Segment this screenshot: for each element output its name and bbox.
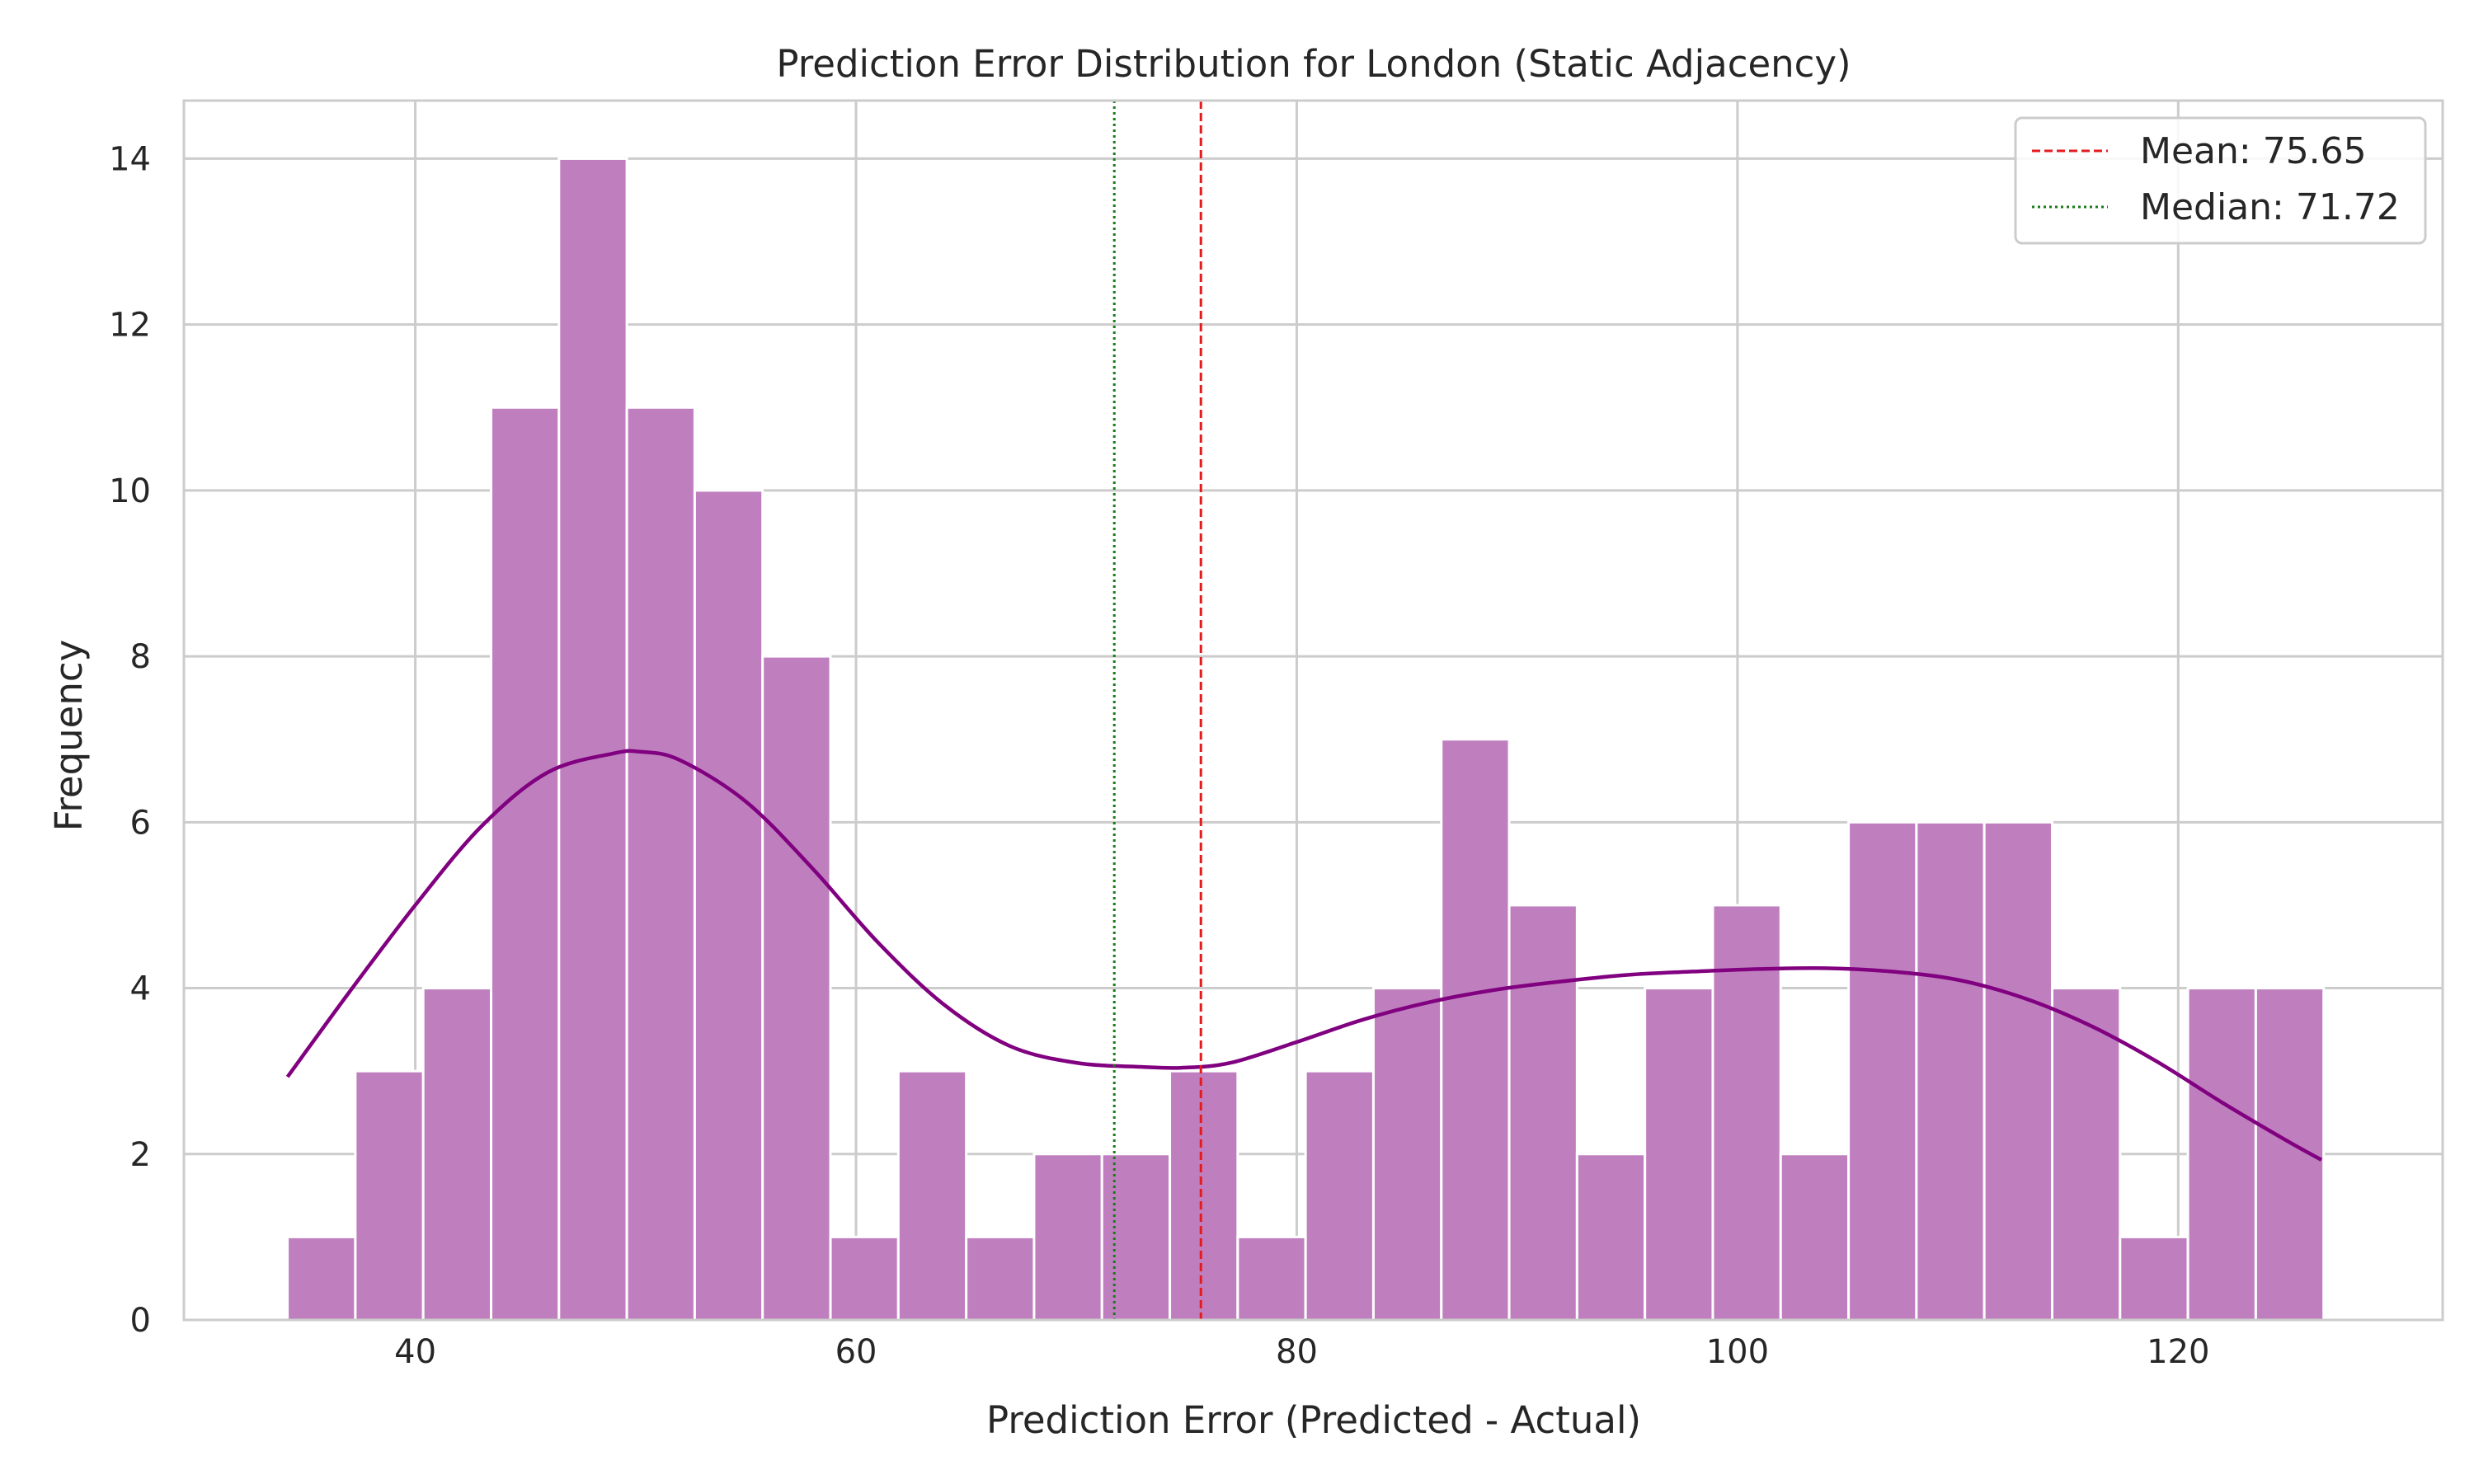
histogram-bar xyxy=(2119,1235,2189,1322)
histogram-bar xyxy=(693,489,764,1322)
tick-labels: 40 60 80 100 120 0 2 4 6 8 10 12 14 xyxy=(109,140,2209,1371)
histogram-bar xyxy=(1779,1153,1851,1322)
kde-curve-group xyxy=(285,749,2323,1162)
plot-frame xyxy=(182,99,2444,1322)
histogram-bar xyxy=(896,1069,968,1322)
histogram-bar xyxy=(1032,1153,1103,1322)
x-tick-label: 100 xyxy=(1706,1333,1769,1371)
y-tick-label: 10 xyxy=(109,472,151,510)
y-tick-label: 8 xyxy=(130,638,151,676)
histogram-bar xyxy=(1847,820,1918,1322)
histogram-bar xyxy=(1236,1235,1307,1322)
histogram-bar xyxy=(1507,904,1578,1322)
histogram-bar xyxy=(761,655,832,1322)
histogram-bar xyxy=(557,157,628,1322)
histogram-bar xyxy=(1304,1069,1375,1322)
legend-mean-label: Mean: 75.65 xyxy=(2140,130,2367,172)
histogram-bar xyxy=(1169,1069,1239,1322)
x-tick-label: 60 xyxy=(835,1333,877,1371)
kde-curve xyxy=(285,749,2323,1162)
histogram-bar xyxy=(1575,1153,1647,1322)
histogram-bar xyxy=(625,406,696,1322)
histogram-bar xyxy=(2050,987,2122,1322)
histogram-bar xyxy=(2186,987,2257,1322)
histogram-bar xyxy=(965,1235,1036,1322)
legend-median-label: Median: 71.72 xyxy=(2140,186,2400,228)
histogram-bar xyxy=(1711,904,1782,1322)
legend-box xyxy=(2014,116,2427,245)
x-axis-label: Prediction Error (Predicted - Actual) xyxy=(986,1398,1641,1442)
y-tick-label: 12 xyxy=(109,307,151,345)
histogram-bar xyxy=(1440,738,1511,1322)
histogram-bar xyxy=(1100,1153,1172,1322)
x-tick-label: 120 xyxy=(2147,1333,2209,1371)
y-tick-label: 4 xyxy=(130,970,151,1008)
y-tick-label: 0 xyxy=(130,1302,151,1340)
histogram-bar xyxy=(1915,820,1986,1322)
y-tick-label: 14 xyxy=(109,140,151,178)
histogram-bar xyxy=(421,987,493,1322)
x-tick-label: 80 xyxy=(1276,1333,1318,1371)
histogram-bar xyxy=(490,406,561,1322)
histogram-bars xyxy=(286,157,2326,1322)
y-axis-label: Frequency xyxy=(47,640,91,831)
reference-lines xyxy=(1112,101,1202,1320)
x-tick-label: 40 xyxy=(394,1333,436,1371)
chart-title: Prediction Error Distribution for London… xyxy=(776,42,1851,86)
histogram-bar xyxy=(1982,820,2053,1322)
histogram-bar xyxy=(286,1235,357,1322)
histogram-bar xyxy=(829,1235,900,1322)
y-tick-label: 2 xyxy=(130,1136,151,1174)
histogram-bar xyxy=(354,1069,425,1322)
y-tick-label: 6 xyxy=(130,804,151,842)
histogram-bar xyxy=(1371,987,1443,1322)
legend: Mean: 75.65 Median: 71.72 xyxy=(2014,116,2427,245)
histogram-bar xyxy=(1644,987,1714,1322)
